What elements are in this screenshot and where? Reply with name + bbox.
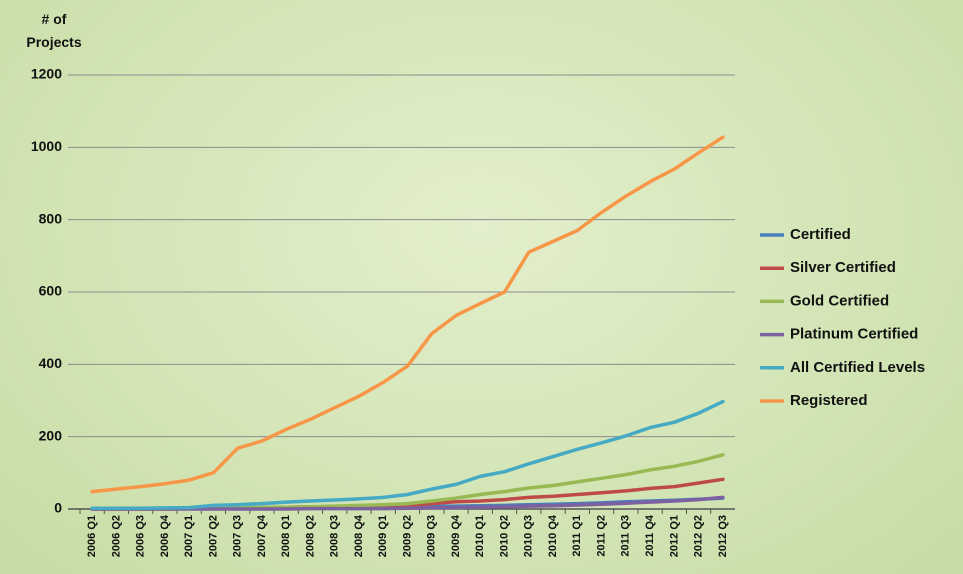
legend-label: Certified (790, 226, 851, 243)
x-tick-label: 2006 Q4 (159, 514, 171, 557)
legend-label: Platinum Certified (790, 326, 918, 343)
x-tick-label: 2007 Q4 (256, 514, 268, 557)
legend-label: Gold Certified (790, 292, 889, 309)
chart: 0 200 400 600 800 1000 1200 2006 Q1 2006 Q2 2006 … (0, 0, 963, 574)
x-tick-label: 2011 Q4 (644, 514, 656, 556)
x-tick-label: 2010 Q2 (498, 515, 510, 557)
y-tick-label: 0 (54, 500, 62, 516)
x-tick-label: 2008 Q4 (353, 514, 365, 557)
y-tick-label: 600 (39, 283, 63, 299)
y-tick-label: 200 (39, 427, 63, 443)
x-tick-label: 2008 Q1 (280, 515, 292, 557)
x-tick-label: 2011 Q1 (571, 515, 583, 557)
x-tick-label: 2011 Q3 (620, 515, 632, 557)
x-tick-label: 2009 Q4 (450, 514, 462, 557)
x-tick-label: 2007 Q3 (232, 515, 244, 557)
x-tick-label: 2009 Q2 (401, 515, 413, 557)
legend-label: Registered (790, 392, 868, 409)
x-tick-label: 2006 Q1 (86, 515, 98, 557)
x-tick-label: 2009 Q1 (377, 515, 389, 557)
y-tick-label: 800 (39, 210, 63, 226)
legend-label: Silver Certified (790, 259, 896, 276)
x-tick-label: 2006 Q3 (135, 515, 147, 557)
x-tick-label: 2010 Q4 (547, 514, 559, 557)
x-tick-label: 2010 Q1 (474, 515, 486, 557)
x-tick-label: 2010 Q3 (523, 515, 535, 557)
x-tick-label: 2012 Q1 (668, 515, 680, 557)
x-tick-label: 2008 Q2 (304, 515, 316, 557)
series-line (92, 137, 723, 491)
x-tick-label: 2012 Q2 (693, 515, 705, 557)
x-tick-label: 2007 Q1 (183, 515, 195, 557)
x-tick-label: 2007 Q2 (207, 515, 219, 557)
x-tick-label: 2012 Q3 (717, 515, 729, 557)
y-tick-label: 1200 (31, 66, 62, 82)
y-tick-label: 400 (39, 355, 63, 371)
chart-area: # of Projects 0200400600800100012002006 … (0, 0, 963, 574)
legend-label: All Certified Levels (790, 359, 925, 376)
x-tick-label: 2008 Q3 (329, 515, 341, 557)
x-tick-label: 2011 Q2 (595, 515, 607, 557)
y-tick-label: 1000 (31, 138, 62, 154)
x-tick-label: 2006 Q2 (110, 515, 122, 557)
x-tick-label: 2009 Q3 (426, 515, 438, 557)
